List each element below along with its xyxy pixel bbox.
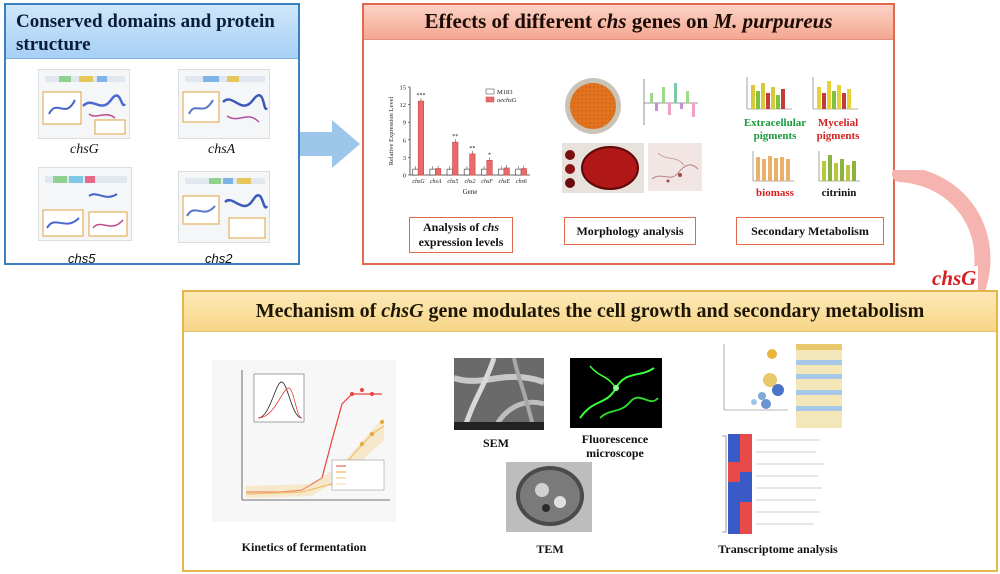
structure-drawing-chsg bbox=[42, 76, 127, 135]
biomass-chart bbox=[752, 151, 794, 182]
enrichment-table bbox=[796, 344, 842, 428]
bar-oechsg bbox=[452, 141, 459, 176]
y-tick-label: 0 bbox=[403, 173, 406, 180]
tem-image bbox=[506, 462, 592, 532]
bar-m183 bbox=[515, 168, 522, 176]
panel-mechanism-title: Mechanism of chsG gene modulates the cel… bbox=[184, 292, 996, 332]
x-tick-label: chs6 bbox=[516, 179, 527, 185]
legend-swatch bbox=[485, 88, 495, 95]
gene-label-chsa: chsA bbox=[208, 142, 236, 157]
significance-mark: *** bbox=[416, 93, 425, 99]
morphology-label: Morphology analysis bbox=[564, 217, 696, 245]
mech-title-part-3: gene modulates the cell growth and secon… bbox=[423, 300, 925, 322]
expression-chart: 0 3 6 9 12 15 *** chsG chsA ** chs5 ** chs2 * chsF chsE… bbox=[388, 85, 530, 196]
title-part-1: Effects of different bbox=[424, 9, 598, 33]
x-tick-label: chsE bbox=[498, 179, 510, 185]
structure-drawing-chs5 bbox=[42, 176, 128, 237]
gene-label-chs5: chs5 bbox=[68, 251, 96, 266]
y-tick-label: 15 bbox=[400, 85, 407, 92]
x-tick-label: chsA bbox=[430, 179, 442, 185]
hyphae-micrograph bbox=[648, 143, 702, 191]
panel-effects-title: Effects of different chs genes on M. pur… bbox=[364, 5, 893, 40]
bar-m183 bbox=[412, 168, 419, 176]
growth-line-chart bbox=[643, 79, 698, 125]
y-tick-label: 6 bbox=[403, 137, 407, 144]
fluorescence-label: Fluorescence microscope bbox=[581, 432, 649, 460]
colony-plate-image bbox=[565, 78, 621, 134]
blue-arrow bbox=[300, 120, 360, 168]
analysis-part-1: Analysis of bbox=[422, 220, 483, 234]
fluorescence-image bbox=[570, 358, 662, 428]
x-tick-label: chs2 bbox=[465, 179, 476, 185]
sem-label: SEM bbox=[482, 436, 509, 450]
bar-m183 bbox=[498, 168, 505, 176]
panel-domains-title: Conserved domains and protein structure bbox=[6, 5, 298, 59]
analysis-part-2: chs bbox=[482, 220, 499, 234]
panel-effects: Effects of different chs genes on M. pur… bbox=[362, 3, 895, 265]
x-tick-label: chsG bbox=[412, 179, 425, 185]
significance-mark: ** bbox=[469, 146, 475, 152]
mech-title-part-2: chsG bbox=[381, 300, 424, 322]
title-part-4: M. purpureus bbox=[713, 9, 833, 33]
y-tick-label: 12 bbox=[400, 102, 407, 109]
analysis-label: Analysis of chs expression levels bbox=[409, 217, 513, 253]
title-part-2: chs bbox=[597, 9, 627, 33]
structure-image-chs2 bbox=[178, 171, 270, 243]
kinetics-label: Kinetics of fermentation bbox=[241, 540, 367, 554]
structure-image-chs5 bbox=[38, 167, 132, 241]
y-axis-label: Relative Expression Level bbox=[388, 97, 395, 166]
chsg-arrow-label: chsG bbox=[930, 266, 979, 291]
mycelial-pigments-label: Mycelial pigments bbox=[816, 117, 860, 142]
extracellular-pigments-chart bbox=[746, 77, 792, 110]
citrinin-label: citrinin bbox=[821, 187, 857, 199]
bar-oechsg bbox=[435, 168, 442, 176]
title-part-3: genes on bbox=[626, 9, 714, 33]
legend-label: M183 bbox=[497, 89, 513, 96]
heatmap bbox=[722, 434, 824, 534]
y-tick-label: 9 bbox=[403, 120, 406, 127]
tem-label: TEM bbox=[536, 542, 564, 556]
significance-mark: ** bbox=[452, 134, 458, 140]
bar-m183 bbox=[446, 168, 453, 176]
significance-mark: * bbox=[488, 152, 491, 158]
kinetics-chart bbox=[212, 360, 396, 522]
mycelial-pigments-chart bbox=[812, 77, 858, 110]
panel-mechanism: Mechanism of chsG gene modulates the cel… bbox=[182, 290, 998, 572]
bar-oechsg bbox=[469, 153, 476, 176]
x-axis-label: Gene bbox=[463, 188, 478, 196]
gene-label-chs2: chs2 bbox=[205, 251, 233, 266]
bar-oechsg bbox=[503, 167, 510, 176]
x-tick-label: chsF bbox=[481, 179, 493, 185]
transcriptome-label: Transcriptome analysis bbox=[718, 542, 838, 556]
bar-oechsg bbox=[417, 100, 425, 176]
citrinin-chart bbox=[818, 151, 860, 182]
analysis-part-3: expression levels bbox=[418, 235, 504, 249]
y-tick-label: 3 bbox=[403, 155, 406, 162]
structure-image-chsa bbox=[178, 69, 270, 139]
x-tick-label: chs5 bbox=[447, 179, 458, 185]
structure-drawing-chsa bbox=[182, 76, 269, 123]
bar-m183 bbox=[463, 168, 470, 176]
structure-drawing-chs2 bbox=[182, 178, 269, 239]
biomass-label: biomass bbox=[756, 187, 794, 199]
mech-title-part-1: Mechanism of bbox=[255, 300, 382, 322]
extracellular-pigments-label: Extracellular pigments bbox=[743, 117, 807, 142]
bar-oechsg bbox=[520, 168, 527, 176]
legend-swatch bbox=[485, 96, 495, 103]
bar-m183 bbox=[429, 168, 436, 176]
structure-image-chsg bbox=[38, 69, 130, 139]
bubble-plot bbox=[718, 340, 790, 418]
culture-flasks-image bbox=[562, 143, 644, 193]
gene-label-chsg: chsG bbox=[70, 142, 99, 157]
panel-domains: Conserved domains and protein structure … bbox=[4, 3, 300, 266]
bar-oechsg bbox=[486, 160, 493, 176]
legend-label: oechsG bbox=[497, 97, 517, 104]
secondary-metabolism-label: Secondary Metabolism bbox=[736, 217, 884, 245]
bar-m183 bbox=[481, 168, 488, 176]
sem-image bbox=[454, 358, 544, 430]
